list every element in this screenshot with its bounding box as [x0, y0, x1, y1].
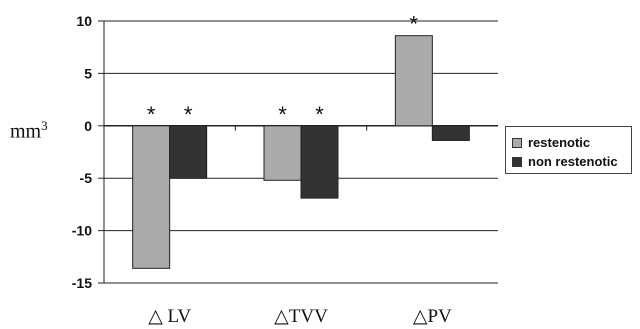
y-tick-label: 0	[84, 118, 92, 134]
x-tick-label: △PV	[413, 306, 452, 327]
significance-marker: *	[410, 12, 419, 37]
y-tick-label: -15	[72, 275, 92, 291]
y-axis-label-superscript: 3	[41, 118, 48, 133]
bar-restenotic-2	[394, 35, 433, 127]
legend-item-non-restenotic: non restenotic	[512, 154, 618, 169]
legend-swatch-non-restenotic	[512, 156, 522, 167]
y-tick-label: -5	[80, 170, 93, 186]
y-axis-label: mm3	[10, 118, 48, 144]
y-tick-label: -10	[72, 223, 92, 239]
legend-label-non-restenotic: non restenotic	[528, 154, 618, 169]
legend-item-restenotic: restenotic	[512, 135, 590, 150]
legend-label-restenotic: restenotic	[528, 135, 591, 150]
bar-non-restenotic-2	[431, 125, 470, 141]
x-tick-label: △ LV	[148, 306, 191, 327]
x-tick-label: △TVV	[274, 306, 328, 327]
significance-marker: *	[184, 102, 193, 127]
bar-restenotic-1	[263, 125, 302, 181]
legend-swatch-restenotic	[512, 137, 522, 148]
bar-restenotic-0	[132, 125, 171, 269]
bar-non-restenotic-1	[300, 125, 339, 199]
y-axis-label-text: mm	[10, 120, 42, 143]
y-tick-label: 5	[84, 65, 92, 81]
bar-non-restenotic-0	[169, 125, 208, 179]
legend: restenotic non restenotic	[505, 126, 632, 174]
y-tick-label: 10	[76, 13, 92, 29]
significance-marker: *	[315, 102, 324, 127]
significance-marker: *	[278, 102, 287, 127]
significance-marker: *	[147, 102, 156, 127]
